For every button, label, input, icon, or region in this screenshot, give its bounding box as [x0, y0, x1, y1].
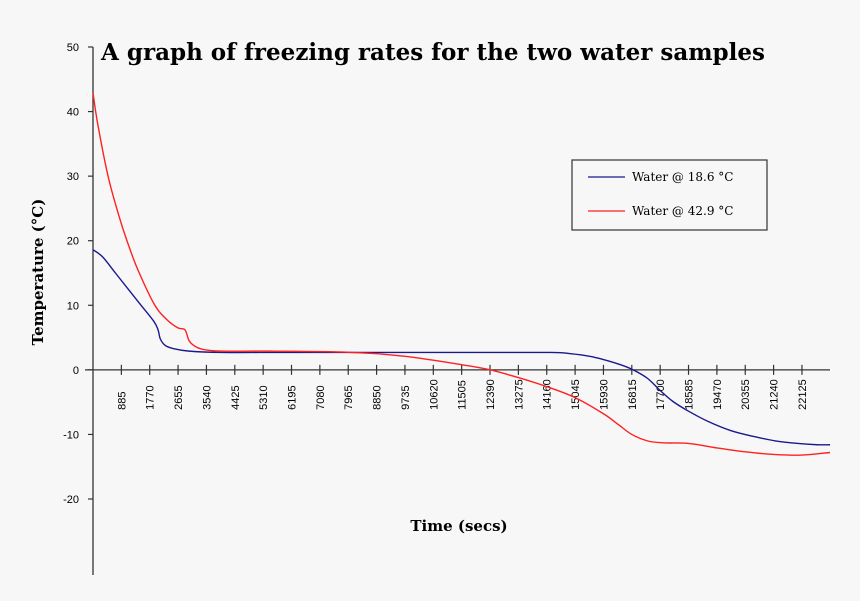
x-tick-label: 10620: [428, 379, 440, 410]
x-tick-label: 15045: [570, 379, 582, 410]
x-tick-label: 21240: [769, 379, 781, 410]
x-axis-label: Time (secs): [410, 517, 507, 535]
legend-label-42-9: Water @ 42.9 °C: [632, 204, 733, 218]
y-tick-label: 50: [67, 42, 79, 54]
x-tick-label: 6195: [287, 385, 299, 409]
x-tick-label: 18585: [684, 379, 696, 410]
x-tick-label: 14160: [542, 379, 554, 410]
chart-title: A graph of freezing rates for the two wa…: [100, 39, 765, 66]
x-tick-label: 12390: [485, 379, 497, 410]
x-tick-label: 7965: [343, 385, 355, 409]
x-tick-label: 11505: [457, 380, 469, 410]
y-axis-label: Temperature (°C): [29, 199, 47, 346]
x-tick-label: 7080: [315, 385, 327, 409]
series-line-1: [92, 92, 831, 456]
series-lines: [92, 92, 831, 456]
y-tick-label: 20: [67, 236, 79, 248]
legend-box: [571, 159, 768, 231]
series-line-0: [92, 249, 831, 446]
y-tick-label: 0: [73, 365, 79, 377]
y-tick-label: 10: [67, 300, 79, 312]
x-tick-label: 4425: [230, 385, 242, 409]
y-tick-label: 40: [67, 107, 79, 119]
x-tick-label: 13275: [513, 379, 525, 410]
x-tick-label: 1770: [145, 385, 157, 409]
x-tick-label: 5310: [258, 385, 270, 409]
legend-label-18-6: Water @ 18.6 °C: [632, 170, 733, 184]
x-tick-label: 3540: [201, 385, 213, 409]
x-tick-label: 16815: [627, 379, 639, 410]
x-tick-label: 2655: [173, 385, 185, 409]
x-tick-label: 8850: [372, 385, 384, 409]
y-tick-label: 30: [67, 171, 79, 183]
legend: Water @ 18.6 °C Water @ 42.9 °C: [571, 159, 768, 231]
x-tick-label: 9735: [400, 385, 412, 409]
x-tick-label: 17700: [655, 379, 667, 410]
x-tick-label: 885: [116, 391, 128, 409]
x-tick-label: 20355: [740, 379, 752, 410]
x-tick-label: 15930: [598, 379, 610, 410]
axes: -20 -10 0 10 20 30 40 50 885 1770 2655 3540 4425 5310…: [63, 42, 830, 575]
x-tick-label: 22125: [797, 379, 809, 410]
y-tick-label: -20: [63, 494, 79, 506]
y-tick-label: -10: [63, 429, 79, 441]
x-tick-label: 19470: [712, 379, 724, 410]
